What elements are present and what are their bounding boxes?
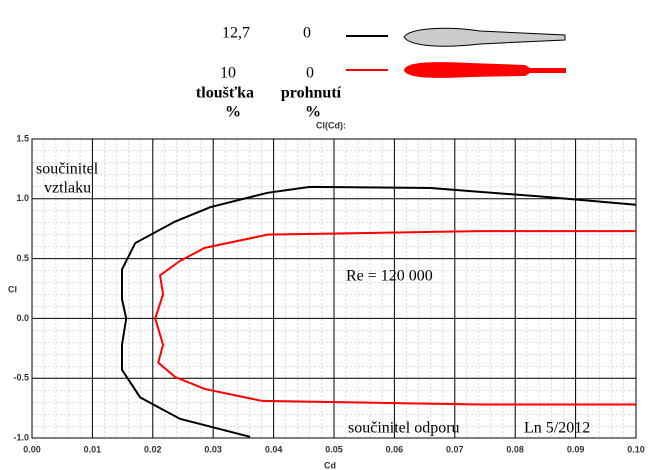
x-tick-label: 0.10	[627, 444, 645, 454]
legend-header: prohnutí	[281, 85, 342, 102]
legend-camber: 0	[306, 65, 314, 82]
annotation: součinitel odporu	[348, 420, 460, 437]
x-tick-label: 0.07	[446, 444, 464, 454]
legend-thickness: 10	[220, 65, 236, 82]
y-tick-label: -1.0	[13, 432, 29, 442]
annotation: součinitel	[36, 161, 99, 178]
plot-label: Cl(Cd):	[316, 120, 346, 130]
airfoil-icon	[403, 27, 566, 47]
x-tick-label: 0.00	[23, 444, 41, 454]
y-tick-label: 0.0	[16, 313, 29, 323]
annotation: Re = 120 000	[346, 268, 433, 285]
x-axis-label: Cd	[324, 460, 336, 470]
series-line	[154, 230, 636, 406]
x-tick-label: 0.06	[386, 444, 404, 454]
x-tick-label: 0.05	[325, 444, 343, 454]
legend-camber: 0	[303, 25, 311, 42]
legend-thickness: 12,7	[222, 25, 250, 42]
x-tick-label: 0.08	[506, 444, 524, 454]
x-tick-label: 0.09	[567, 444, 585, 454]
x-tick-label: 0.04	[265, 444, 283, 454]
y-axis-label: Cl	[8, 284, 17, 294]
plot-frame	[31, 138, 637, 439]
y-tick-label: 1.5	[16, 133, 29, 143]
legend-header: tloušťka	[196, 85, 254, 102]
y-tick-label: -0.5	[13, 373, 29, 383]
annotation: vztlaku	[44, 180, 91, 197]
y-tick-label: 1.0	[16, 193, 29, 203]
x-tick-label: 0.02	[144, 444, 162, 454]
legend-unit: %	[305, 104, 321, 121]
annotation: Ln 5/2012	[524, 420, 590, 437]
x-tick-label: 0.03	[204, 444, 222, 454]
legend-unit: %	[225, 104, 241, 121]
y-tick-label: 0.5	[16, 253, 29, 263]
x-tick-label: 0.01	[84, 444, 102, 454]
series-line	[120, 185, 637, 438]
airfoil-icon	[404, 62, 566, 78]
